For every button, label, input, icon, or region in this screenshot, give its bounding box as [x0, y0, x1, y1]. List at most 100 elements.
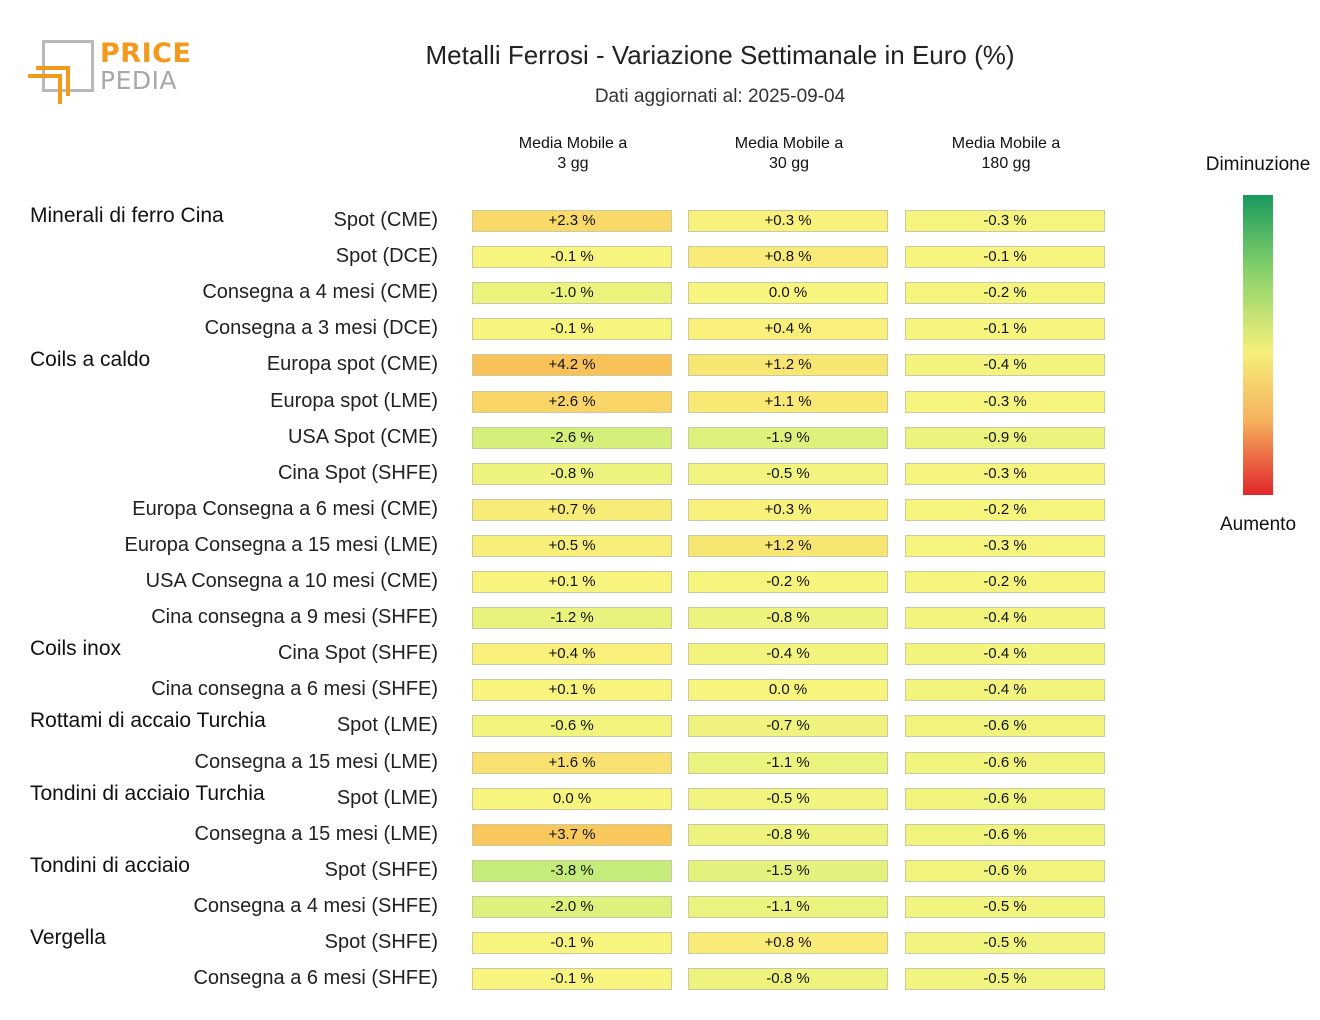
heatmap-cell: -0.6 %: [905, 823, 1105, 846]
heatmap-cell: -0.7 %: [688, 715, 888, 738]
heatmap-cell: -0.3 %: [905, 462, 1105, 485]
heatmap-cell: +1.2 %: [688, 534, 888, 557]
heatmap-cell: -0.6 %: [905, 751, 1105, 774]
heatmap-cell: +0.1 %: [472, 679, 672, 702]
row-label: Consegna a 3 mesi (DCE): [204, 317, 438, 340]
heatmap-cell: -1.9 %: [688, 426, 888, 449]
heatmap-cell: -0.8 %: [472, 462, 672, 485]
heatmap-cell: -0.3 %: [905, 390, 1105, 413]
row-label: USA Spot (CME): [287, 425, 438, 448]
heatmap-cell: +0.4 %: [472, 643, 672, 666]
heatmap-cell: -0.5 %: [688, 462, 888, 485]
group-label: Vergella: [30, 926, 106, 949]
row-label: Spot (CME): [333, 209, 438, 231]
heatmap-cell: -0.2 %: [905, 282, 1105, 305]
heatmap-cell: +2.6 %: [472, 390, 672, 413]
group-label: Tondini di acciaio Turchia: [30, 781, 265, 805]
heatmap-cell: -0.6 %: [905, 787, 1105, 810]
heatmap-cell: -0.3 %: [905, 534, 1105, 557]
row-label: Consegna a 6 mesi (SHFE): [193, 967, 438, 990]
row-label: Cina consegna a 6 mesi (SHFE): [151, 678, 438, 701]
heatmap-cell: -1.5 %: [688, 859, 888, 882]
group-label: Coils a caldo: [30, 348, 151, 372]
heatmap-cell: -0.1 %: [472, 246, 672, 269]
chart-subtitle: Dati aggiornati al: 2025-09-04: [594, 86, 846, 107]
row-label: Cina Spot (SHFE): [277, 461, 438, 484]
row-label: Spot (LME): [336, 786, 438, 809]
heatmap-cell: -0.2 %: [905, 498, 1105, 521]
logo-word-price: PRICE: [100, 38, 192, 69]
heatmap-cell: -0.1 %: [472, 932, 672, 954]
group-label: Rottami di accaio Turchia: [30, 709, 266, 733]
heatmap-cell: +0.1 %: [472, 571, 672, 593]
heatmap-cell: -1.1 %: [688, 751, 888, 774]
heatmap-cell: -2.0 %: [472, 895, 672, 918]
heatmap-cell: +0.5 %: [472, 534, 672, 557]
pricepedia-logo: PRICE PEDIA: [28, 36, 192, 110]
heatmap-cell: -2.6 %: [472, 426, 672, 449]
heatmap-cell: +2.3 %: [472, 210, 672, 232]
column-header: Media Mobile a 180 gg: [951, 135, 1061, 172]
row-label: Spot (SHFE): [324, 931, 438, 953]
heatmap-cell: -0.5 %: [905, 895, 1105, 918]
heatmap-cell: +0.4 %: [688, 318, 888, 341]
heatmap-cell: +0.8 %: [688, 932, 888, 954]
column-header: Media Mobile a 30 gg: [734, 135, 844, 172]
legend-top-label: Diminuzione: [1205, 154, 1311, 175]
heatmap-cell: -0.5 %: [688, 787, 888, 810]
heatmap-cell: -0.9 %: [905, 426, 1105, 449]
heatmap-cell: -0.5 %: [905, 968, 1105, 991]
heatmap-cell: -0.8 %: [688, 823, 888, 846]
group-label: Coils inox: [30, 637, 122, 661]
logo-word-pedia: PEDIA: [100, 66, 178, 95]
row-label: USA Consegna a 10 mesi (CME): [145, 570, 438, 592]
heatmap-cell: -0.1 %: [905, 318, 1105, 341]
row-label: Consegna a 15 mesi (LME): [194, 822, 438, 845]
heatmap-cell: -0.4 %: [905, 607, 1105, 630]
heatmap-cell: -0.1 %: [472, 968, 672, 991]
heatmap-cell: -0.2 %: [905, 571, 1105, 593]
heatmap-cell: +1.6 %: [472, 751, 672, 774]
heatmap-cell: +4.2 %: [472, 354, 672, 377]
heatmap-cell: -0.8 %: [688, 607, 888, 630]
heatmap-cell: -0.3 %: [905, 210, 1105, 232]
heatmap-cell: -0.1 %: [905, 246, 1105, 269]
heatmap-cell: -0.4 %: [688, 643, 888, 666]
heatmap-cell: +0.7 %: [472, 498, 672, 521]
heatmap-cell: -0.6 %: [472, 715, 672, 738]
row-label: Europa spot (LME): [270, 389, 438, 412]
column-header: Media Mobile a 3 gg: [518, 135, 628, 172]
row-label: Cina Spot (SHFE): [277, 642, 438, 665]
group-label: Minerali di ferro Cina: [30, 204, 224, 227]
row-label: Consegna a 4 mesi (SHFE): [193, 894, 438, 917]
row-label: Europa Consegna a 6 mesi (CME): [132, 497, 438, 520]
row-label: Cina consegna a 9 mesi (SHFE): [151, 606, 438, 629]
row-label: Europa Consegna a 15 mesi (LME): [124, 533, 439, 556]
legend-bottom-label: Aumento: [1219, 514, 1297, 535]
heatmap-cell: 0.0 %: [688, 679, 888, 702]
color-scale-bar: [1243, 195, 1273, 495]
heatmap-cell: +1.1 %: [688, 390, 888, 413]
row-label: Europa spot (CME): [266, 353, 438, 376]
heatmap-cell: -0.4 %: [905, 354, 1105, 377]
row-label: Consegna a 4 mesi (CME): [202, 281, 438, 304]
row-label: Spot (DCE): [335, 245, 438, 268]
row-label: Spot (LME): [336, 714, 438, 737]
row-label: Consegna a 15 mesi (LME): [194, 750, 438, 773]
heatmap-cell: -1.2 %: [472, 607, 672, 630]
heatmap-cell: -0.6 %: [905, 715, 1105, 738]
heatmap-cell: -0.8 %: [688, 968, 888, 991]
heatmap-cell: -0.4 %: [905, 679, 1105, 702]
heatmap-cell: 0.0 %: [688, 282, 888, 305]
heatmap-cell: +1.2 %: [688, 354, 888, 377]
heatmap-cell: -0.2 %: [688, 571, 888, 593]
heatmap-cell: -3.8 %: [472, 859, 672, 882]
heatmap-cell: +0.8 %: [688, 246, 888, 269]
heatmap-cell: -0.5 %: [905, 932, 1105, 954]
heatmap-cell: -1.1 %: [688, 895, 888, 918]
heatmap-cell: -0.4 %: [905, 643, 1105, 666]
heatmap-cell: +0.3 %: [688, 210, 888, 232]
heatmap-cell: -0.6 %: [905, 859, 1105, 882]
heatmap-cell: +3.7 %: [472, 823, 672, 846]
heatmap-cell: -1.0 %: [472, 282, 672, 305]
